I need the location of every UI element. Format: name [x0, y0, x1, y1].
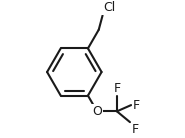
- Text: Cl: Cl: [104, 1, 116, 14]
- Text: F: F: [132, 99, 140, 112]
- Text: O: O: [92, 105, 102, 118]
- Text: F: F: [113, 82, 120, 95]
- Text: F: F: [131, 123, 138, 136]
